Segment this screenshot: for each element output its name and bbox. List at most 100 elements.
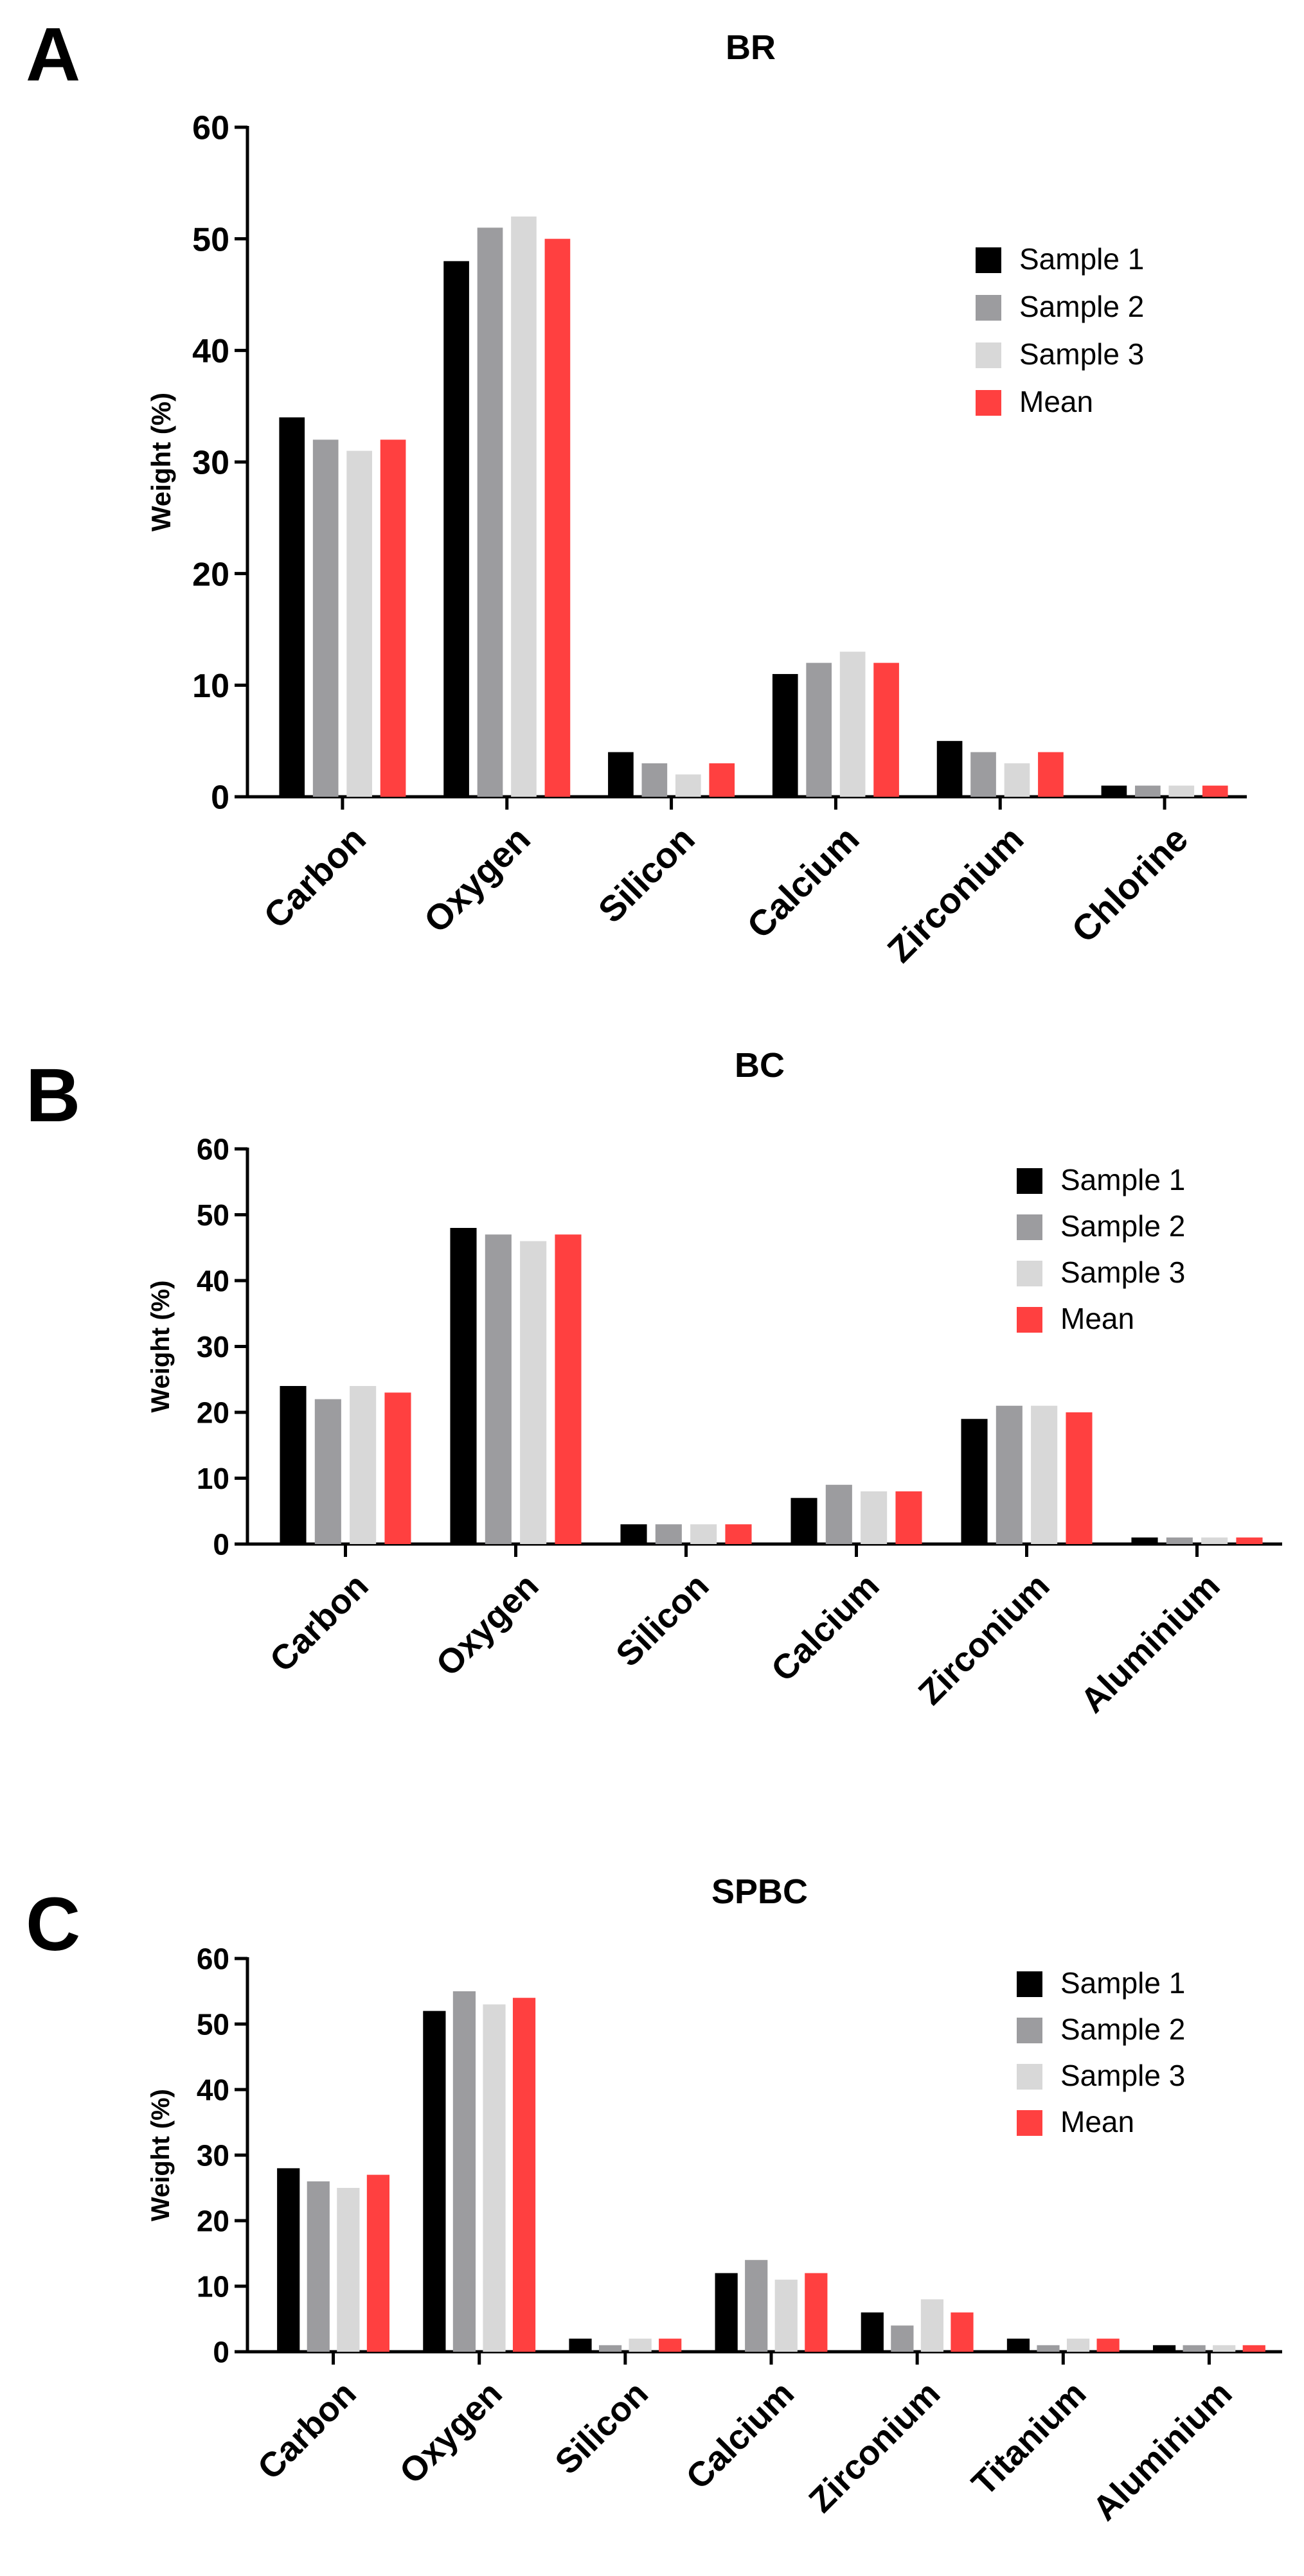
bar: [825, 1484, 852, 1544]
bar: [314, 1399, 341, 1544]
bar: [350, 1386, 377, 1544]
category-label: Calcium: [739, 819, 867, 946]
bar: [970, 752, 996, 797]
legend-swatch: [1017, 2064, 1042, 2090]
bar: [1131, 1537, 1158, 1544]
y-axis-label: Weight (%): [147, 1281, 175, 1413]
y-tick-label: 0: [211, 779, 229, 817]
bar: [1201, 1537, 1228, 1544]
bar: [641, 763, 668, 797]
bar: [520, 1241, 547, 1544]
legend-label: Sample 3: [1060, 1256, 1185, 1289]
bar: [1037, 2345, 1060, 2352]
bar: [1166, 1537, 1193, 1544]
bar: [555, 1234, 582, 1544]
bar: [366, 2174, 390, 2352]
y-axis-label: Weight (%): [147, 2089, 175, 2221]
y-tick-label: 60: [197, 1942, 229, 1976]
bar: [655, 1524, 682, 1544]
legend-label: Sample 3: [1019, 337, 1144, 371]
bar: [690, 1524, 717, 1544]
y-axis-label: Weight (%): [146, 393, 176, 531]
bar: [1004, 763, 1030, 797]
bar: [1236, 1537, 1263, 1544]
y-tick-label: 60: [197, 1133, 229, 1166]
bar: [307, 2181, 330, 2352]
bar: [861, 2312, 884, 2352]
bar: [1213, 2345, 1236, 2352]
y-tick-label: 10: [192, 668, 229, 705]
legend-label: Mean: [1019, 385, 1093, 418]
bar: [1038, 752, 1064, 797]
y-tick-label: 30: [197, 2139, 229, 2172]
category-label: Silicon: [548, 2374, 656, 2482]
legend-label: Sample 1: [1019, 242, 1144, 276]
panel-b: B BC 0 10 20 30 40 50 60 Weight (%) Carbon Oxygen…: [26, 1046, 1282, 1720]
legend-label: Sample 1: [1060, 1163, 1185, 1196]
category-label: Carbon: [251, 2374, 364, 2487]
legend-label: Sample 3: [1060, 2059, 1185, 2092]
y-tick-label: 50: [192, 221, 229, 258]
category-label: Titanium: [965, 2374, 1094, 2503]
bar: [1066, 1412, 1093, 1544]
panel-c: C SPBC 0 10 20 30 40 50 60 Weight (%) Carbon Oxyg…: [26, 1872, 1282, 2528]
bar: [1031, 1405, 1058, 1544]
bar: [920, 2299, 944, 2352]
y-tick-label: 50: [197, 2008, 229, 2041]
chart-title: BR: [726, 28, 776, 67]
legend-swatch: [976, 247, 1001, 273]
legend-label: Sample 2: [1060, 1209, 1185, 1243]
y-tick-label: 60: [192, 110, 229, 147]
legend-label: Sample 2: [1060, 2012, 1185, 2046]
panel-a: A BR 0 10 20 30 40 50 60 Weight (%) Carbon Oxygen…: [26, 12, 1247, 970]
bar: [1101, 785, 1127, 797]
bar: [485, 1234, 512, 1544]
bar: [772, 673, 798, 797]
legend-label: Mean: [1060, 2105, 1134, 2138]
panel-letter: A: [26, 12, 80, 97]
bar: [450, 1228, 477, 1544]
legend: Sample 1 Sample 2 Sample 3 Mean: [1017, 1966, 1185, 2138]
y-tick-label: 40: [197, 2074, 229, 2107]
category-label: Calcium: [764, 1567, 887, 1689]
bar: [1202, 785, 1228, 797]
category-label: Oxygen: [392, 2374, 509, 2491]
panel-letter: C: [26, 1882, 80, 1967]
bar: [805, 2273, 828, 2352]
category-label: Silicon: [590, 819, 702, 930]
bar: [569, 2338, 592, 2352]
bar: [675, 774, 701, 797]
legend-swatch: [1017, 1971, 1042, 1997]
bar: [423, 2011, 446, 2352]
legend-swatch: [976, 390, 1001, 416]
bar: [951, 2312, 974, 2352]
legend-swatch: [976, 342, 1001, 368]
category-label: Aluminium: [1073, 1567, 1228, 1721]
chart-title: SPBC: [711, 1872, 808, 1911]
category-label: Carbon: [263, 1567, 376, 1680]
y-tick-label: 0: [213, 2336, 229, 2369]
category-label: Oxygen: [429, 1567, 546, 1683]
bar: [873, 662, 899, 797]
y-tick-label: 30: [197, 1330, 229, 1364]
bar: [806, 662, 832, 797]
bar: [774, 2279, 798, 2352]
bar: [511, 216, 537, 797]
bar: [1168, 785, 1195, 797]
bar: [1096, 2338, 1120, 2352]
category-label: Zirconium: [879, 819, 1031, 970]
bar: [512, 1998, 536, 2352]
y-tick-label: 10: [197, 1462, 229, 1495]
bar: [961, 1419, 988, 1544]
bar: [1183, 2345, 1206, 2352]
bar: [715, 2273, 738, 2352]
legend-swatch: [1017, 1261, 1042, 1286]
legend-label: Mean: [1060, 1302, 1134, 1335]
panel-letter: B: [26, 1053, 80, 1138]
bar: [280, 1386, 307, 1544]
bar: [477, 227, 503, 797]
category-label: Zirconium: [801, 2374, 947, 2520]
bar: [861, 1491, 888, 1544]
bar: [839, 652, 866, 797]
